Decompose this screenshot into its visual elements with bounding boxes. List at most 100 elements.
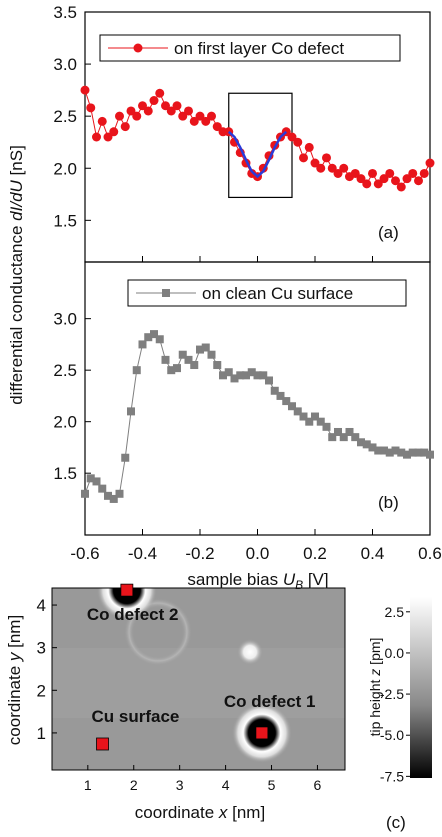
data-point [265, 376, 273, 385]
data-point [322, 422, 331, 431]
data-point [219, 371, 227, 380]
data-point [184, 106, 193, 116]
data-point [259, 371, 268, 380]
data-point [420, 448, 429, 457]
y-tick-label: 3.0 [53, 55, 77, 74]
data-point [374, 446, 383, 455]
data-point [322, 153, 331, 163]
y-tick-label: 2 [37, 681, 46, 700]
data-point [288, 402, 296, 411]
data-point [230, 374, 239, 383]
image-shade [52, 648, 345, 718]
data-point [357, 438, 365, 447]
location-label: Co defect 1 [224, 692, 316, 711]
data-point [299, 153, 308, 163]
data-point [190, 361, 199, 370]
data-point [368, 168, 377, 178]
data-point [173, 364, 181, 373]
data-point [339, 163, 349, 173]
location-marker [255, 726, 269, 740]
data-point [304, 142, 314, 152]
y-tick-label: 4 [37, 596, 46, 615]
data-point [362, 440, 371, 449]
legend-marker [133, 43, 143, 53]
data-point [132, 111, 142, 121]
y-tick-label: 1.5 [53, 464, 77, 483]
data-point [224, 368, 233, 377]
x-axis-label: sample bias UB [V] [187, 570, 328, 592]
data-point [201, 343, 210, 352]
data-point [195, 111, 205, 121]
data-point [396, 182, 406, 192]
data-point [104, 491, 112, 500]
data-point [310, 158, 320, 168]
data-point [196, 345, 204, 354]
data-point [247, 368, 256, 377]
x-axis-label: coordinate x [nm] [135, 803, 265, 822]
x-tick-label: 0.6 [418, 544, 442, 563]
x-tick-label: 1 [84, 777, 92, 793]
data-point [236, 371, 245, 380]
y-tick-label: 1.5 [53, 211, 77, 230]
fit-line [227, 130, 288, 179]
data-point [333, 168, 343, 178]
data-point [213, 361, 222, 370]
data-point [270, 386, 279, 395]
data-point [115, 111, 124, 121]
data-point [379, 174, 389, 184]
data-point [121, 453, 130, 462]
y-tick-label: 1 [37, 724, 46, 743]
y-tick-label: 2.5 [53, 361, 77, 380]
legend-label: on first layer Co defect [174, 39, 344, 58]
data-point [334, 427, 342, 436]
image-spot [237, 639, 263, 665]
data-point [172, 101, 182, 111]
data-point [316, 417, 325, 426]
data-point [414, 176, 423, 186]
data-point [408, 168, 418, 178]
colorbar-tick-label: -5.0 [380, 727, 404, 743]
data-point [92, 477, 101, 486]
data-point [144, 333, 153, 342]
data-point [414, 448, 423, 457]
y-tick-label: 3.0 [53, 310, 77, 329]
data-point [362, 179, 372, 189]
series-line [84, 333, 431, 500]
data-point [345, 427, 354, 436]
data-point [150, 330, 158, 339]
location-label: Co defect 2 [87, 605, 179, 624]
data-point [80, 85, 90, 95]
data-point [282, 397, 291, 406]
data-point [92, 132, 101, 142]
y-axis-label: coordinate y [nm] [5, 615, 24, 745]
x-tick-label: 3 [176, 777, 184, 793]
panel-label: (b) [378, 493, 399, 512]
x-tick-label: 6 [314, 777, 322, 793]
data-point [397, 448, 406, 457]
x-tick-label: 2 [130, 777, 138, 793]
data-point [316, 163, 326, 173]
data-point [201, 116, 211, 126]
data-point [86, 103, 96, 113]
data-point [385, 168, 395, 178]
image-defect [96, 588, 157, 621]
y-axis-label: differential conductance dI/dU [nS] [7, 145, 26, 405]
x-tick-label: 5 [268, 777, 276, 793]
data-point [132, 366, 141, 375]
data-point [328, 433, 337, 442]
panel-label: (c) [386, 813, 406, 832]
colorbar-label: tip height z [pm] [367, 638, 383, 737]
data-point [426, 450, 434, 459]
data-point [287, 132, 297, 142]
legend-box [99, 34, 401, 62]
data-point [143, 106, 153, 116]
x-tick-label: -0.4 [128, 544, 157, 563]
data-point [98, 484, 107, 493]
y-tick-label: 2.5 [53, 107, 77, 126]
data-point [385, 448, 394, 457]
colorbar-tick-label: 0.0 [385, 645, 405, 661]
data-point [276, 391, 285, 400]
data-point [402, 174, 412, 184]
x-tick-label: 0.0 [246, 544, 270, 563]
x-tick-label: -0.2 [185, 544, 214, 563]
